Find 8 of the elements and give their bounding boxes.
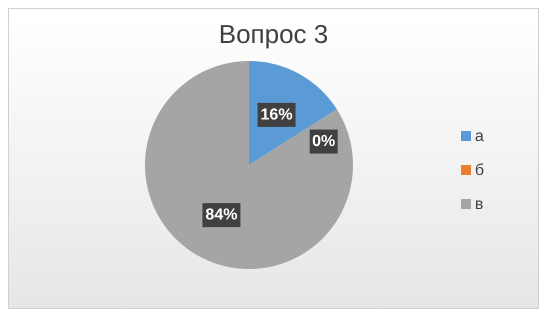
legend-label: а [474, 128, 484, 144]
pie-slice [145, 61, 353, 269]
data-label: 84% [205, 206, 238, 224]
legend-label: б [474, 162, 484, 178]
chart-title: Вопрос 3 [218, 18, 330, 51]
data-label: 16% [260, 106, 293, 124]
legend-label: в [474, 196, 484, 212]
text: 0% [312, 133, 336, 150]
